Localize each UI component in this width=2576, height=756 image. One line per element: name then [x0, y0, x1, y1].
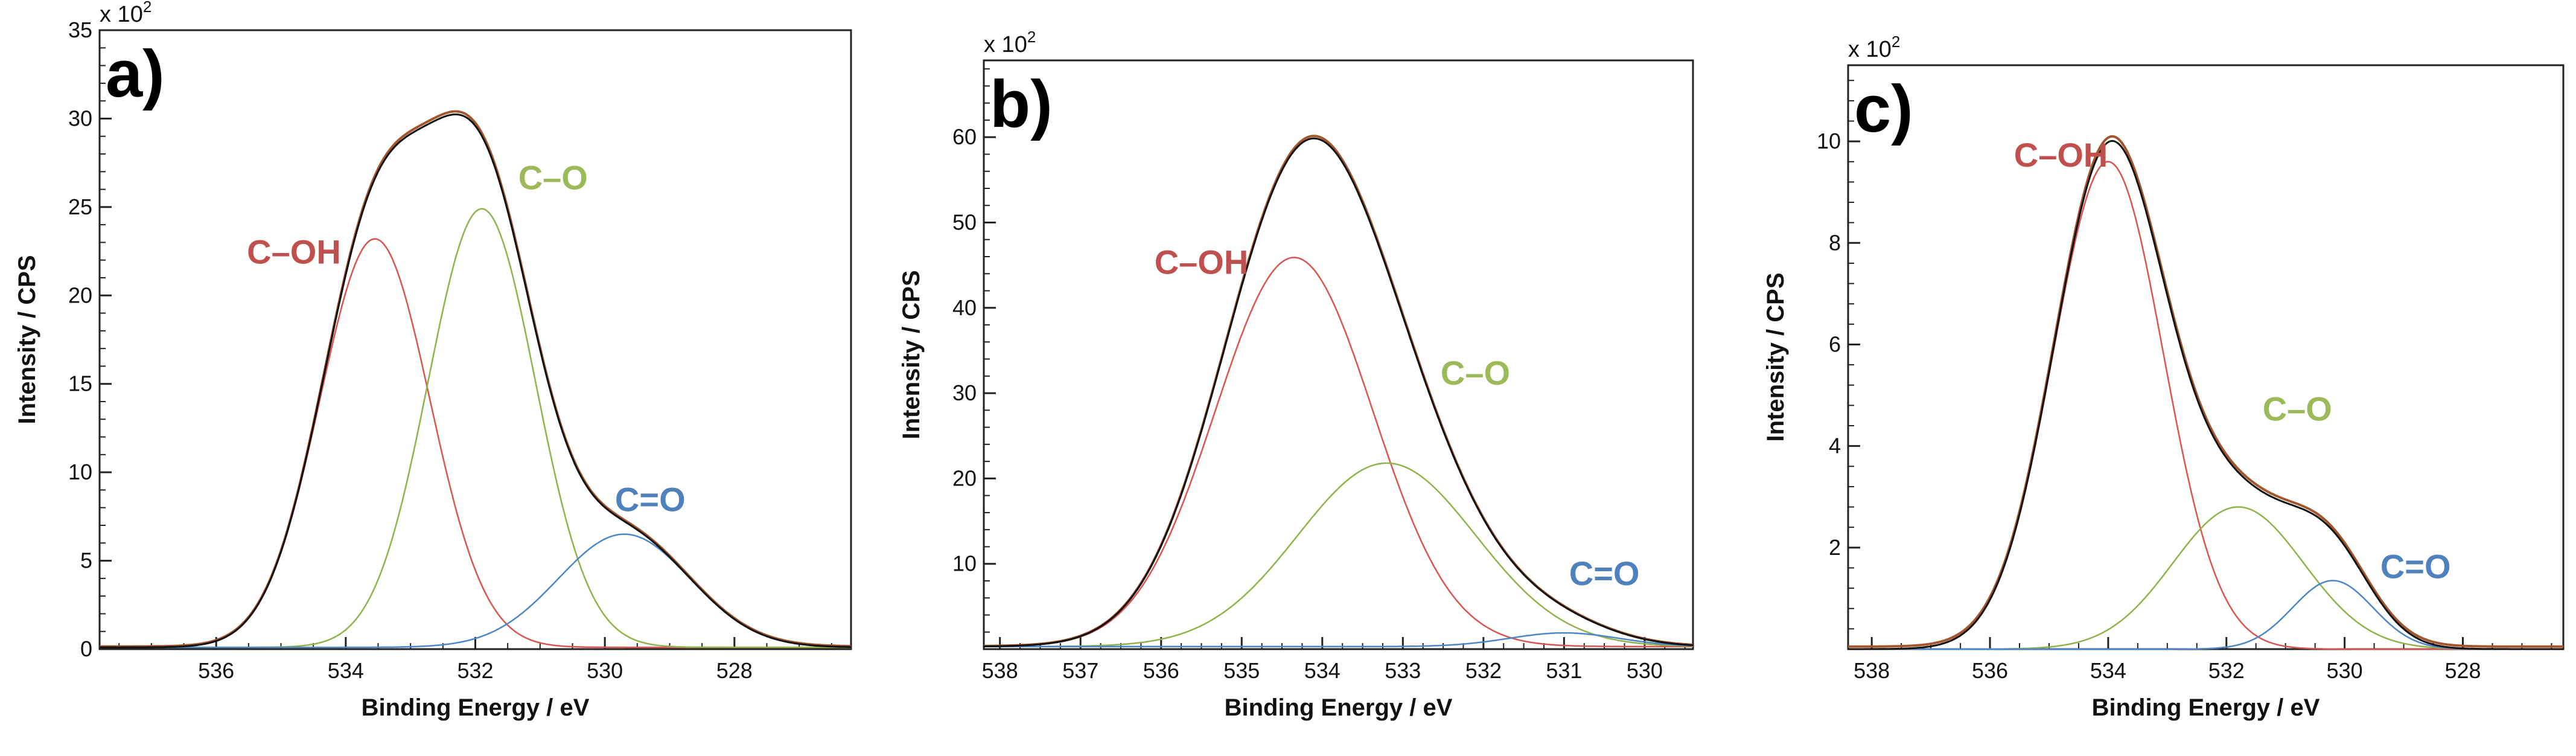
component-peak-c-o	[983, 462, 1693, 648]
y-tick-label: 10	[952, 551, 977, 576]
y-multiplier: x 102	[100, 0, 151, 27]
plot-frame	[983, 59, 1694, 650]
y-axis-title: Intensity / CPS	[1762, 272, 1789, 441]
x-tick-label: 534	[328, 658, 364, 683]
panel-b: 538 537 536 535 534 533 532 531 530 10 20 30 40 50 60 B…	[898, 28, 1694, 721]
y-tick-label: 2	[1829, 535, 1841, 560]
panel-label: a)	[106, 37, 165, 111]
x-tick-label: 532	[2208, 658, 2245, 683]
x-tick-label: 530	[587, 658, 623, 683]
component-peak-c-o	[100, 208, 851, 649]
measured-spectrum-line	[100, 110, 852, 648]
peak-label-ceqo: C=O	[1569, 554, 1640, 592]
x-axis-title: Binding Energy / eV	[1225, 694, 1453, 721]
component-peak-ceqo	[1848, 580, 2563, 650]
x-tick-label: 535	[1223, 658, 1260, 683]
panel-c: 538 536 534 532 530 528 2 4 6 8 10 Binding Energy /…	[1762, 33, 2565, 721]
x-tick-label: 530	[1627, 658, 1663, 683]
x-tick-label: 536	[198, 658, 234, 683]
x-tick-label: 538	[1854, 658, 1890, 683]
component-peak-ceqo	[100, 533, 852, 649]
y-tick-label: 35	[68, 18, 92, 42]
x-axis-title: Binding Energy / eV	[2092, 694, 2320, 721]
panel-label: b)	[990, 67, 1053, 141]
x-tick-label: 537	[1062, 658, 1098, 683]
x-tick-label: 531	[1546, 658, 1582, 683]
peak-label-c-o: C–O	[518, 159, 588, 197]
peak-label-ceqo: C=O	[2380, 547, 2451, 585]
fit-envelope-line	[1848, 139, 2563, 650]
y-multiplier: x 102	[984, 28, 1036, 57]
y-axis-title: Intensity / CPS	[14, 255, 40, 424]
component-peak-ceqo	[984, 632, 1693, 648]
y-tick-label: 25	[68, 194, 92, 219]
fit-envelope-line	[100, 114, 852, 649]
component-peak-c-oh	[100, 238, 851, 649]
y-tick-label: 0	[80, 636, 92, 661]
y-tick-label: 50	[952, 210, 977, 234]
y-multiplier-exponent: 2	[1892, 33, 1900, 51]
y-tick-label: 60	[952, 124, 977, 149]
y-tick-label: 4	[1829, 434, 1841, 458]
measured-spectrum-line	[1848, 135, 2563, 648]
x-tick-label: 538	[982, 658, 1018, 683]
y-tick-label: 10	[1817, 129, 1841, 153]
panel-a: 536 534 532 530 528 0 5 10 15 20 25 30 35 Binding Ene…	[14, 0, 852, 721]
y-tick-label: 20	[68, 283, 92, 307]
plot-frame	[1847, 64, 2565, 650]
component-peak-c-oh	[984, 257, 1693, 648]
peak-label-c-o: C–O	[1441, 354, 1510, 392]
y-tick-label: 8	[1829, 230, 1841, 255]
y-axis-title: Intensity / CPS	[898, 270, 925, 439]
x-tick-label: 536	[1972, 658, 2008, 683]
y-tick-label: 40	[952, 295, 977, 320]
y-tick-label: 10	[68, 460, 92, 484]
component-peak-c-oh	[1848, 161, 2563, 650]
y-multiplier-exponent: 2	[143, 0, 151, 16]
y-tick-label: 20	[952, 466, 977, 490]
y-tick-label: 5	[80, 548, 92, 573]
peak-label-c-oh: C–OH	[2014, 136, 2108, 174]
x-tick-label: 534	[1304, 658, 1341, 683]
x-tick-label: 528	[2444, 658, 2481, 683]
panel-label: c)	[1854, 72, 1913, 146]
y-multiplier: x 102	[1848, 33, 1900, 62]
y-tick-label: 6	[1829, 332, 1841, 356]
x-tick-label: 532	[457, 658, 493, 683]
y-multiplier-base: x 10	[1848, 37, 1892, 62]
peak-label-c-oh: C–OH	[247, 233, 341, 271]
x-tick-label: 530	[2327, 658, 2363, 683]
component-peak-c-o	[1848, 506, 2563, 650]
fit-envelope-line	[984, 137, 1694, 647]
peak-label-c-o: C–O	[2263, 390, 2332, 428]
peak-label-c-oh: C–OH	[1155, 243, 1249, 281]
peak-label-ceqo: C=O	[615, 481, 686, 519]
y-tick-label: 30	[952, 380, 977, 405]
x-axis-title: Binding Energy / eV	[362, 694, 590, 721]
x-tick-label: 536	[1143, 658, 1179, 683]
y-tick-label: 15	[68, 371, 92, 396]
y-multiplier-exponent: 2	[1027, 28, 1036, 46]
y-tick-label: 30	[68, 106, 92, 130]
x-tick-label: 533	[1385, 658, 1421, 683]
x-tick-label: 532	[1465, 658, 1502, 683]
x-tick-label: 528	[716, 658, 753, 683]
y-multiplier-base: x 10	[984, 32, 1027, 57]
x-tick-label: 534	[2090, 658, 2126, 683]
y-multiplier-base: x 10	[100, 2, 143, 27]
